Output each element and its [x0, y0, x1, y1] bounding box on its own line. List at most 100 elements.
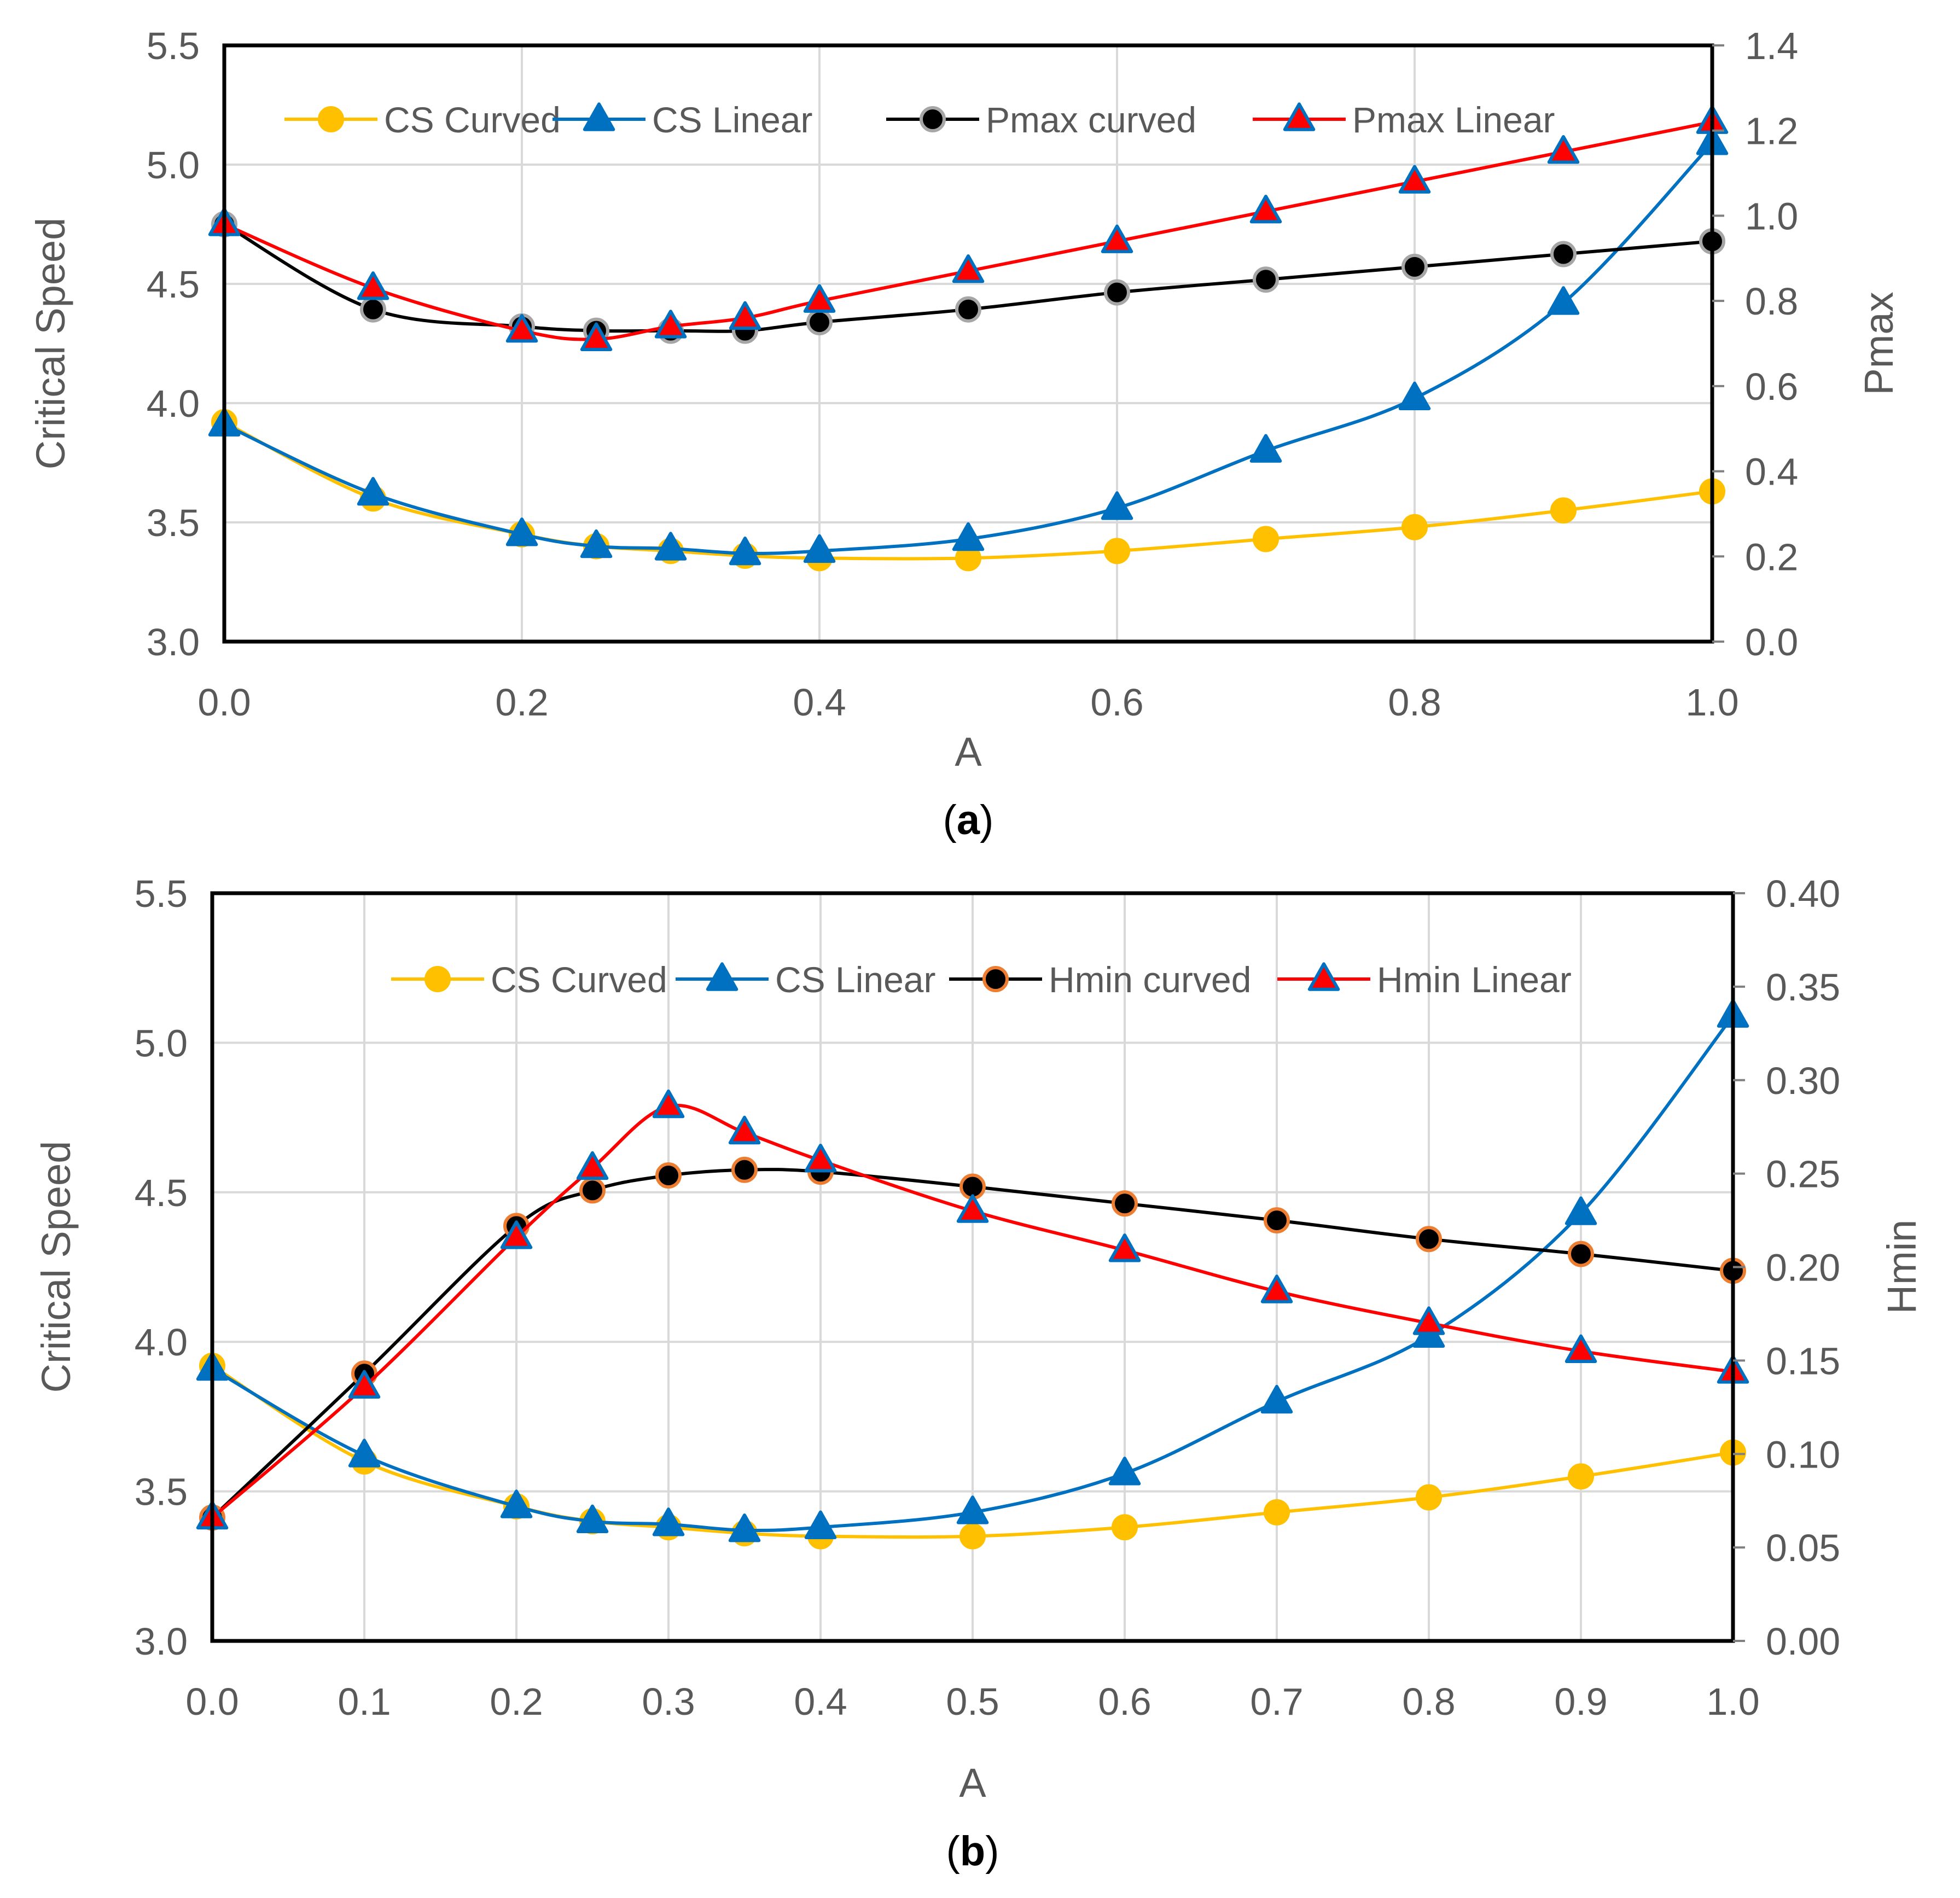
data-point: [1398, 165, 1431, 194]
y-tick-label: 3.0: [135, 1620, 188, 1663]
legend-label: CS Linear: [775, 959, 936, 1000]
data-point: [500, 1220, 533, 1249]
y2-tick-label: 0.20: [1766, 1247, 1840, 1289]
y2-tick-label: 1.2: [1745, 110, 1798, 153]
series-line: [223, 120, 1713, 341]
series-hmin-linear: [196, 1089, 1749, 1530]
data-point: [806, 309, 833, 336]
data-point: [1253, 266, 1279, 293]
panel-label: b: [960, 1828, 985, 1874]
x-tick-label: 0.4: [793, 681, 846, 724]
x-tick-label: 1.0: [1685, 681, 1738, 724]
y-tick-label: 5.0: [135, 1022, 188, 1064]
y2-tick-label: 1.0: [1745, 195, 1798, 237]
legend-label: Hmin curved: [1049, 959, 1251, 1000]
y-tick-label: 3.0: [147, 621, 200, 663]
data-point: [1398, 381, 1431, 410]
y2-tick-label: 0.25: [1766, 1153, 1840, 1196]
data-point: [357, 271, 389, 300]
y2-axis-label: Pmax: [1856, 292, 1901, 395]
data-point: [1104, 538, 1130, 564]
legend-marker: [1307, 962, 1340, 991]
legend-item: CS Linear: [676, 959, 936, 1000]
data-point: [652, 1507, 685, 1536]
legend-label: CS Curved: [491, 959, 667, 1000]
x-tick-label: 0.6: [1098, 1680, 1151, 1723]
legend-label: Pmax Linear: [1352, 100, 1555, 140]
x-tick-label: 0.9: [1554, 1680, 1607, 1723]
data-point: [1253, 526, 1279, 552]
y2-tick-label: 0.8: [1745, 280, 1798, 323]
data-point: [1568, 1241, 1594, 1267]
data-point: [1249, 434, 1282, 463]
series-line: [223, 142, 1714, 555]
data-point: [579, 1177, 606, 1204]
data-point: [580, 529, 613, 558]
data-point: [655, 1162, 682, 1189]
legend-marker: [583, 102, 615, 131]
legend-marker: [1283, 102, 1316, 131]
legend-item: CS Linear: [552, 100, 813, 140]
data-point: [576, 1151, 609, 1180]
legend: CS Curved CS Linear Pmax curved Pmax Linear: [284, 100, 1555, 140]
data-point: [1101, 491, 1133, 520]
data-point: [731, 1156, 758, 1183]
data-point: [357, 477, 389, 506]
y2-axis-label: Hmin: [1879, 1220, 1924, 1314]
legend-item: CS Curved: [284, 100, 561, 140]
legend-marker: [920, 106, 946, 132]
data-point: [1260, 1274, 1293, 1303]
data-point: [1547, 286, 1580, 315]
x-tick-label: 0.5: [946, 1680, 999, 1723]
plot-frame: [222, 43, 1714, 644]
data-point: [952, 522, 985, 551]
data-point: [580, 322, 613, 351]
data-point: [728, 1115, 761, 1145]
data-point: [1550, 497, 1577, 524]
y-tick-label: 4.0: [147, 382, 200, 425]
x-tick-label: 0.6: [1090, 681, 1143, 724]
data-point: [1412, 1306, 1445, 1335]
panel-label: a: [957, 797, 980, 843]
y-tick-label: 4.5: [135, 1172, 188, 1214]
y2-tick-label: 0.30: [1766, 1059, 1840, 1102]
data-point: [804, 1510, 837, 1539]
axis-ticks: 0.0 0.1 0.2 0.3 0.4 0.5 0.6 0.7 0.8 0.9 1.0 3.0 3.5 4…: [135, 872, 1841, 1723]
data-point: [1401, 253, 1428, 280]
y-axis-label: Critical Speed: [33, 1141, 79, 1393]
data-point: [1401, 514, 1428, 540]
panel-b: 0.0 0.1 0.2 0.3 0.4 0.5 0.6 0.7 0.8 0.9 1.0 3.0 3.5 4…: [33, 872, 1924, 1874]
data-point: [360, 296, 386, 323]
legend-label: CS Curved: [384, 100, 561, 140]
legend-item: Pmax Linear: [1253, 100, 1555, 140]
data-point: [803, 284, 836, 313]
data-point: [1108, 1233, 1141, 1262]
y-tick-label: 4.5: [147, 263, 200, 306]
data-point: [1264, 1499, 1290, 1526]
data-point: [1264, 1207, 1290, 1234]
legend: CS Curved CS Linear Hmin curved Hmin Linear: [391, 959, 1572, 1000]
data-point: [952, 254, 985, 283]
x-tick-label: 0.0: [185, 1680, 239, 1723]
legend-item: Hmin Linear: [1277, 959, 1572, 1000]
data-point: [1260, 1384, 1293, 1414]
data-point: [959, 1523, 986, 1550]
y-tick-label: 4.0: [135, 1321, 188, 1364]
data-point: [955, 296, 981, 323]
data-point: [1101, 224, 1133, 253]
data-point: [1104, 279, 1130, 306]
x-tick-label: 1.0: [1706, 1680, 1759, 1723]
y-axis-label: Critical Speed: [28, 218, 73, 470]
y-tick-label: 3.5: [135, 1471, 188, 1513]
y-tick-label: 5.0: [147, 144, 200, 187]
axis-ticks: 0.0 0.2 0.4 0.6 0.8 1.0 3.0 3.5 4.0 4.5 5.0 5.5 0.0 0…: [147, 25, 1799, 724]
data-point: [1112, 1190, 1138, 1217]
y2-tick-label: 0.05: [1766, 1527, 1840, 1569]
data-point: [1416, 1484, 1442, 1511]
legend-marker: [424, 966, 451, 992]
panel-a: 0.0 0.2 0.4 0.6 0.8 1.0 3.0 3.5 4.0 4.5 5.0 5.5 0.0 0…: [28, 25, 1901, 843]
data-point: [1249, 195, 1282, 224]
y-tick-label: 5.5: [135, 872, 188, 915]
